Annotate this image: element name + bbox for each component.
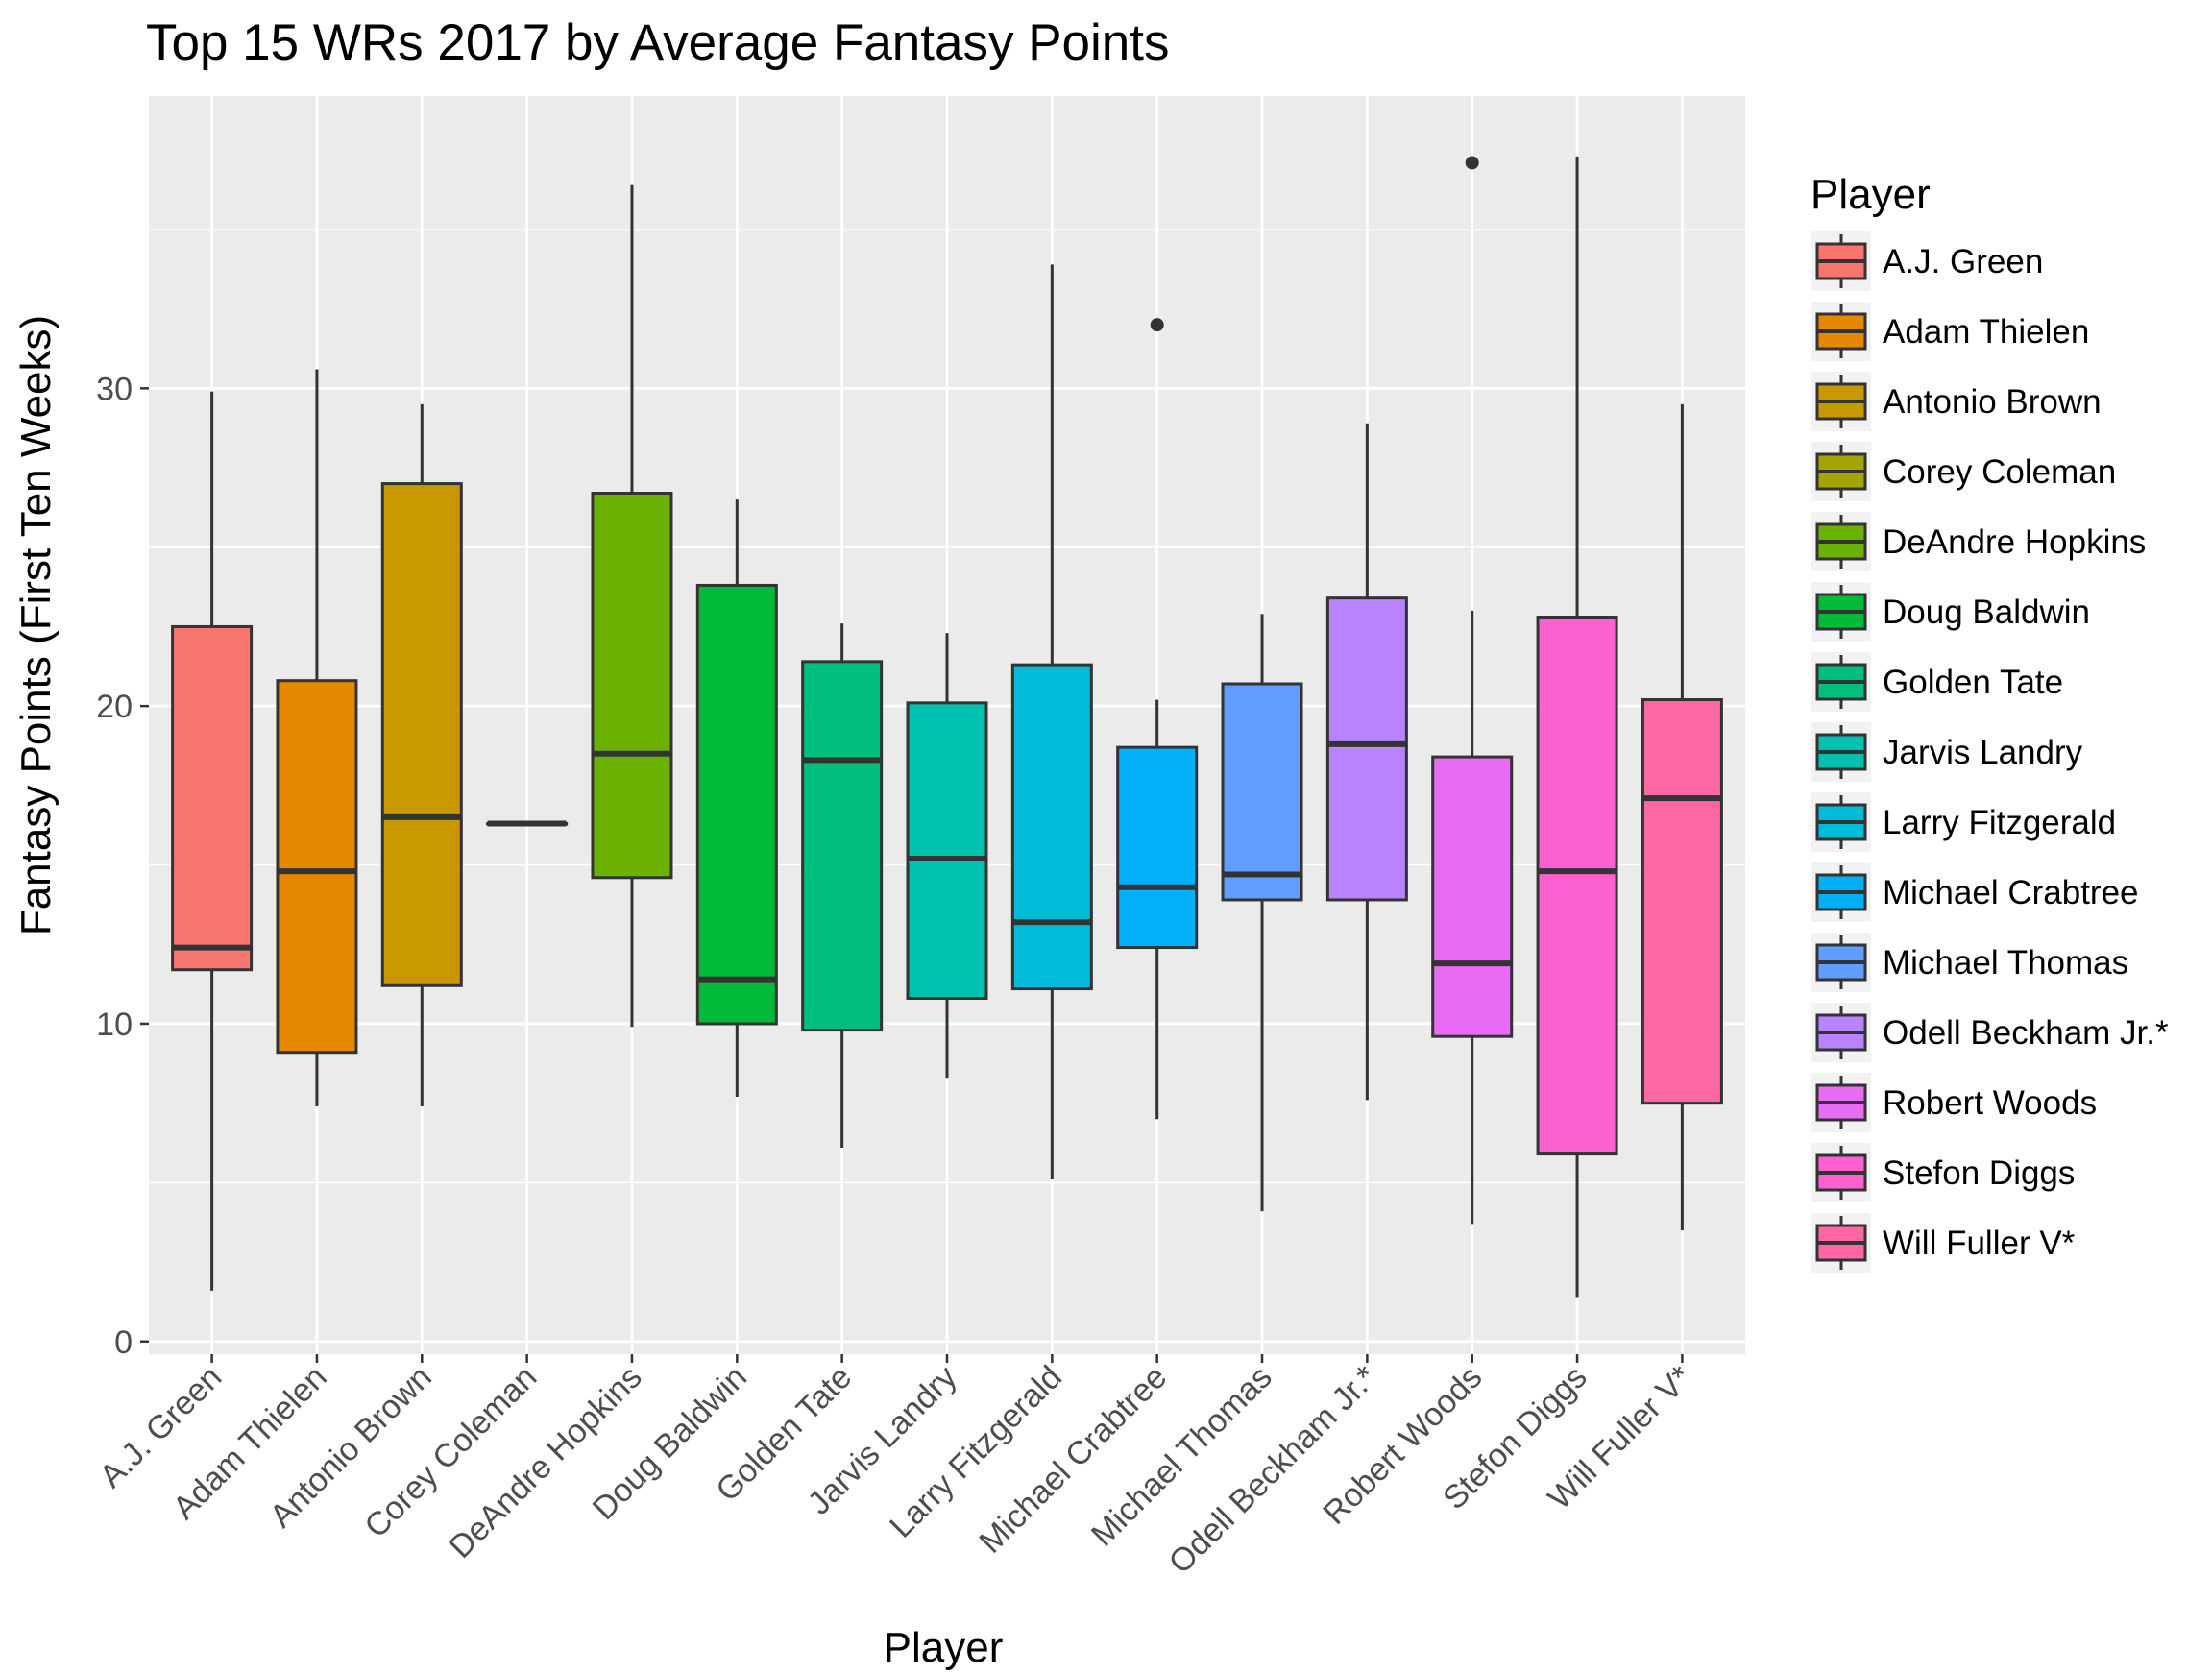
box — [1221, 682, 1303, 902]
legend-item: DeAndre Hopkins — [1811, 512, 2146, 571]
legend-item: Golden Tate — [1811, 652, 2063, 712]
box-group — [1221, 614, 1303, 1212]
legend-item: Corey Coleman — [1811, 442, 2116, 501]
legend-item: Jarvis Landry — [1811, 722, 2083, 782]
legend-label: Golden Tate — [1883, 664, 2063, 701]
y-tick-label: 20 — [96, 689, 133, 725]
legend-items: A.J. Green Adam Thielen Antonio Brown Corey… — [1811, 231, 2169, 1273]
legend: Player A.J. Green Adam Thielen Antonio Bro… — [1811, 171, 2169, 1273]
box — [1431, 755, 1514, 1038]
legend-label: A.J. Green — [1883, 243, 2043, 280]
legend-item: Michael Crabtree — [1811, 862, 2139, 922]
legend-item: Adam Thielen — [1811, 302, 2089, 361]
box-group — [380, 403, 463, 1106]
outlier-point — [1465, 156, 1479, 170]
legend-label: Michael Thomas — [1883, 944, 2128, 982]
legend-item: Doug Baldwin — [1811, 582, 2090, 642]
legend-title: Player — [1811, 171, 1931, 218]
y-axis: 0 10 20 30 — [96, 371, 149, 1361]
legend-label: Jarvis Landry — [1883, 734, 2083, 771]
box-group — [1010, 264, 1093, 1180]
legend-label: Larry Fitzgerald — [1883, 804, 2116, 841]
box-group — [591, 184, 673, 1028]
box — [1536, 616, 1618, 1156]
box-group — [1116, 318, 1199, 1120]
legend-label: Adam Thielen — [1883, 313, 2089, 351]
legend-item: Larry Fitzgerald — [1811, 792, 2116, 852]
box — [695, 583, 778, 1026]
y-tick-label: 10 — [96, 1007, 133, 1043]
y-axis-title: Fantasy Points (First Ten Weeks) — [12, 315, 60, 935]
chart-title: Top 15 WRs 2017 by Average Fantasy Point… — [146, 14, 1170, 71]
legend-label: Robert Woods — [1883, 1084, 2097, 1122]
box — [906, 701, 988, 1000]
box — [591, 492, 673, 880]
legend-label: Doug Baldwin — [1883, 594, 2090, 631]
legend-item: Michael Thomas — [1811, 933, 2128, 992]
legend-item: Robert Woods — [1811, 1073, 2097, 1132]
x-axis-title: Player — [884, 1624, 1004, 1671]
legend-label: Odell Beckham Jr.* — [1883, 1014, 2169, 1052]
box-group — [1325, 423, 1408, 1101]
legend-item: Antonio Brown — [1811, 372, 2102, 431]
legend-label: Michael Crabtree — [1883, 874, 2139, 911]
box-group — [906, 633, 988, 1079]
legend-item: Stefon Diggs — [1811, 1143, 2075, 1202]
box-group — [801, 623, 884, 1148]
box-group — [276, 369, 358, 1106]
legend-label: Will Fuller V* — [1883, 1225, 2076, 1262]
legend-item: Will Fuller V* — [1811, 1213, 2076, 1273]
box — [1010, 663, 1093, 991]
box — [276, 679, 358, 1055]
box-group — [695, 499, 778, 1098]
box — [801, 660, 884, 1032]
box — [1325, 596, 1408, 902]
box-group — [1536, 156, 1618, 1298]
legend-label: Antonio Brown — [1883, 383, 2102, 421]
box — [1116, 745, 1199, 950]
box-series — [171, 156, 1723, 1298]
box-group — [171, 391, 254, 1291]
box-group — [1431, 156, 1514, 1225]
box-group — [1641, 403, 1723, 1230]
box-group — [486, 820, 569, 827]
legend-item: A.J. Green — [1811, 231, 2043, 291]
box — [171, 624, 254, 972]
legend-item: Odell Beckham Jr.* — [1811, 1003, 2169, 1062]
outlier-point — [1150, 318, 1164, 332]
legend-label: Corey Coleman — [1883, 453, 2116, 491]
box — [380, 482, 463, 987]
box — [1641, 698, 1723, 1105]
legend-label: Stefon Diggs — [1883, 1154, 2075, 1192]
y-tick-label: 30 — [96, 371, 133, 407]
y-tick-label: 0 — [114, 1324, 133, 1361]
legend-label: DeAndre Hopkins — [1883, 523, 2146, 561]
